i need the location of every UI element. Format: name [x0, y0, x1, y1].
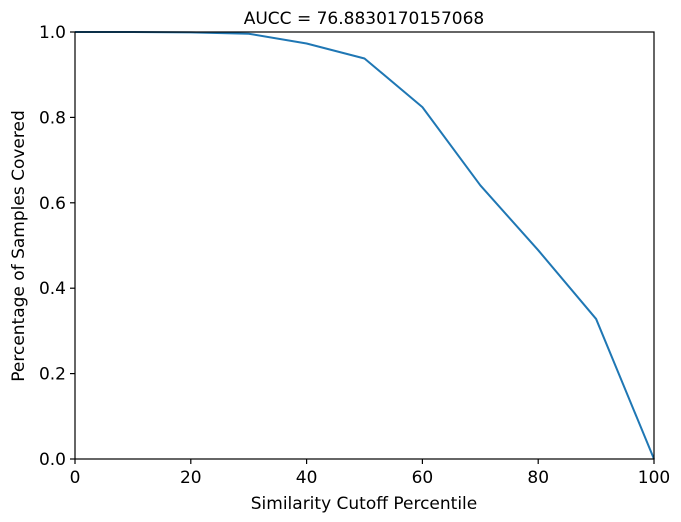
x-axis-label: Similarity Cutoff Percentile	[251, 494, 477, 514]
x-tick-label: 60	[412, 468, 434, 488]
series-line	[75, 31, 655, 460]
y-axis-ticks: 0.0 0.2 0.4 0.6 0.8 1.0	[39, 23, 75, 470]
y-axis-label: Percentage of Samples Covered	[9, 110, 29, 382]
x-tick-label: 40	[296, 468, 318, 488]
y-tick-label: 1.0	[39, 23, 66, 43]
x-tick-label: 0	[70, 468, 81, 488]
plot-area	[75, 31, 655, 460]
y-tick-label: 0.2	[39, 365, 66, 385]
plot-frame	[74, 31, 655, 460]
x-axis-ticks: 0 20 40 60 80 100	[70, 459, 670, 488]
x-tick-label: 20	[180, 468, 202, 488]
x-tick-label: 80	[527, 468, 549, 488]
y-tick-label: 0.8	[39, 108, 66, 128]
y-tick-label: 0.6	[39, 194, 66, 214]
x-tick-label: 100	[638, 468, 670, 488]
y-tick-label: 0.4	[39, 279, 66, 299]
chart-title: AUCC = 76.8830170157068	[244, 9, 485, 29]
y-tick-label: 0.0	[39, 450, 66, 470]
